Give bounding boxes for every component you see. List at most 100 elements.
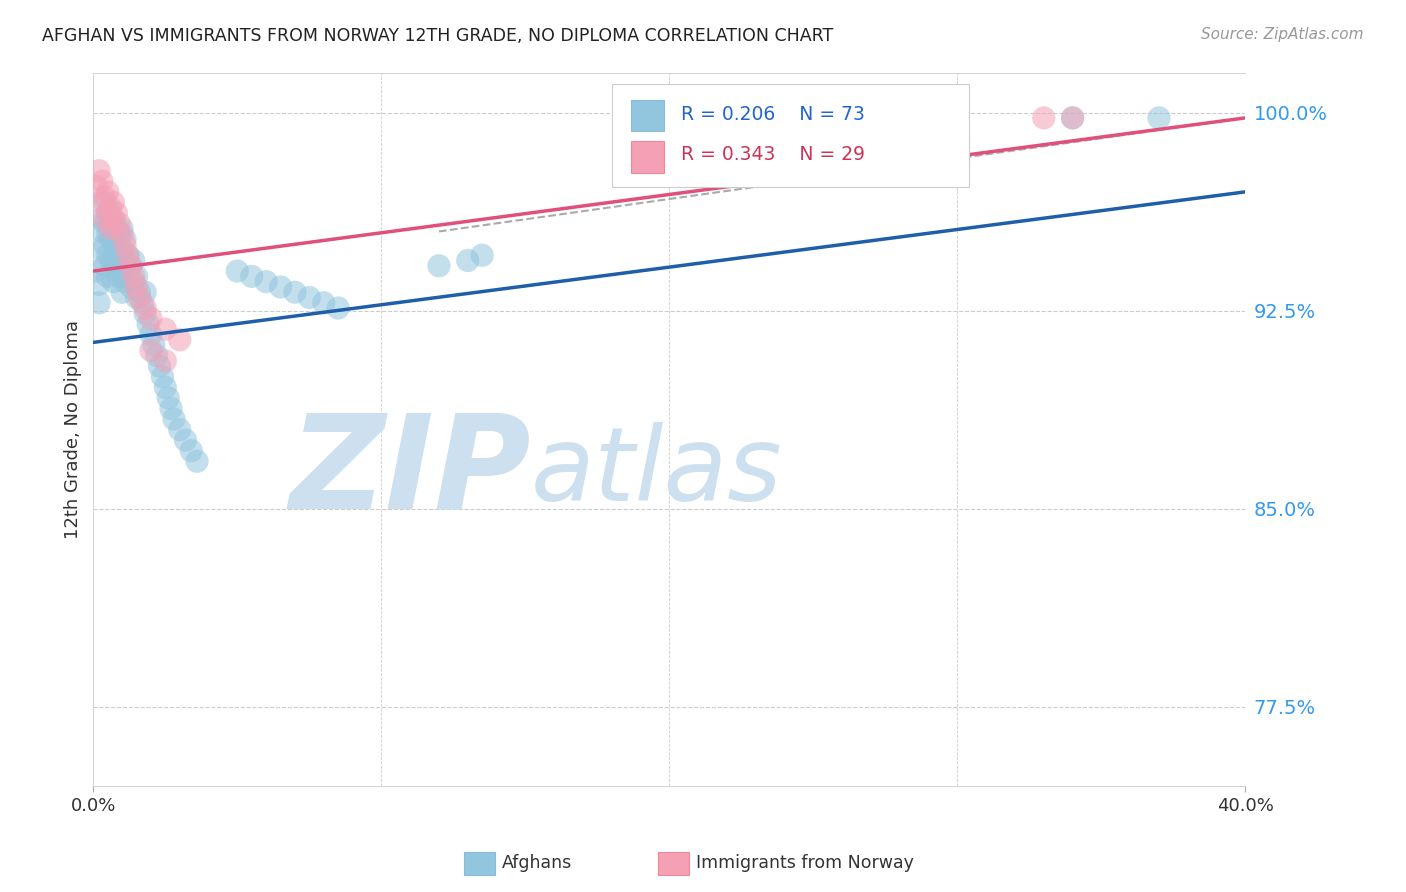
Point bbox=[122, 275, 145, 289]
Point bbox=[471, 248, 494, 262]
Text: R = 0.343    N = 29: R = 0.343 N = 29 bbox=[681, 145, 865, 164]
Point bbox=[94, 217, 117, 231]
Point bbox=[117, 248, 139, 262]
Point bbox=[125, 291, 148, 305]
Point bbox=[134, 285, 156, 300]
Point bbox=[111, 285, 134, 300]
Point bbox=[128, 285, 150, 300]
Point bbox=[103, 195, 125, 210]
Point bbox=[148, 359, 170, 374]
Point bbox=[186, 454, 208, 468]
Point bbox=[134, 306, 156, 320]
Point bbox=[91, 224, 114, 238]
Point bbox=[128, 291, 150, 305]
Point bbox=[103, 275, 125, 289]
Text: Immigrants from Norway: Immigrants from Norway bbox=[696, 855, 914, 872]
Point bbox=[427, 259, 450, 273]
Bar bbox=[631, 141, 664, 173]
Point bbox=[240, 269, 263, 284]
Point bbox=[108, 227, 131, 241]
Point bbox=[312, 295, 335, 310]
Point bbox=[108, 217, 131, 231]
Point bbox=[114, 232, 136, 246]
Point bbox=[270, 280, 292, 294]
Point bbox=[169, 333, 191, 347]
Point bbox=[1062, 111, 1084, 125]
Point bbox=[155, 380, 177, 394]
Point bbox=[169, 423, 191, 437]
Point bbox=[120, 259, 142, 273]
Point bbox=[1147, 111, 1170, 125]
Point bbox=[254, 275, 277, 289]
Text: atlas: atlas bbox=[531, 422, 783, 523]
Point bbox=[108, 269, 131, 284]
Point bbox=[180, 443, 202, 458]
Text: AFGHAN VS IMMIGRANTS FROM NORWAY 12TH GRADE, NO DIPLOMA CORRELATION CHART: AFGHAN VS IMMIGRANTS FROM NORWAY 12TH GR… bbox=[42, 27, 834, 45]
Point bbox=[105, 264, 128, 278]
Point bbox=[100, 211, 122, 226]
Point bbox=[84, 179, 107, 194]
Point bbox=[114, 253, 136, 268]
Point bbox=[117, 248, 139, 262]
Point bbox=[97, 206, 120, 220]
Point bbox=[284, 285, 307, 300]
Point bbox=[97, 185, 120, 199]
Point bbox=[91, 211, 114, 226]
Point bbox=[103, 253, 125, 268]
Point bbox=[160, 401, 183, 416]
Point bbox=[122, 269, 145, 284]
Y-axis label: 12th Grade, No Diploma: 12th Grade, No Diploma bbox=[65, 320, 82, 539]
Point bbox=[111, 222, 134, 236]
Point bbox=[142, 338, 165, 352]
Point bbox=[94, 259, 117, 273]
Point bbox=[91, 243, 114, 257]
Point bbox=[111, 243, 134, 257]
Point bbox=[155, 354, 177, 368]
Point bbox=[97, 269, 120, 284]
Point bbox=[84, 264, 107, 278]
Point bbox=[120, 280, 142, 294]
Text: ZIP: ZIP bbox=[290, 409, 531, 536]
FancyBboxPatch shape bbox=[612, 84, 969, 187]
Text: R = 0.206    N = 73: R = 0.206 N = 73 bbox=[681, 105, 865, 124]
Point bbox=[125, 280, 148, 294]
Bar bbox=[631, 100, 664, 131]
Point bbox=[103, 217, 125, 231]
Point bbox=[97, 206, 120, 220]
Point bbox=[298, 291, 321, 305]
Point bbox=[457, 253, 479, 268]
Point bbox=[114, 237, 136, 252]
Point bbox=[91, 195, 114, 210]
Point bbox=[105, 222, 128, 236]
Point bbox=[94, 195, 117, 210]
Point bbox=[87, 163, 110, 178]
Point bbox=[117, 269, 139, 284]
Point bbox=[120, 259, 142, 273]
Point bbox=[157, 391, 180, 405]
Point bbox=[122, 253, 145, 268]
Point bbox=[105, 206, 128, 220]
Point bbox=[326, 301, 349, 315]
Text: Afghans: Afghans bbox=[502, 855, 572, 872]
Point bbox=[100, 253, 122, 268]
Point bbox=[105, 243, 128, 257]
Point bbox=[100, 232, 122, 246]
Point bbox=[103, 211, 125, 226]
Point bbox=[114, 275, 136, 289]
Point bbox=[125, 269, 148, 284]
Point bbox=[103, 232, 125, 246]
Point bbox=[174, 433, 197, 447]
Point bbox=[163, 412, 186, 426]
Point bbox=[111, 227, 134, 241]
Point bbox=[100, 222, 122, 236]
Point bbox=[139, 311, 162, 326]
Point bbox=[134, 301, 156, 315]
Point bbox=[155, 322, 177, 336]
Point bbox=[139, 343, 162, 358]
Point bbox=[100, 201, 122, 215]
Point bbox=[108, 248, 131, 262]
Point bbox=[139, 327, 162, 342]
Point bbox=[94, 237, 117, 252]
Point bbox=[131, 295, 153, 310]
Point bbox=[94, 211, 117, 226]
